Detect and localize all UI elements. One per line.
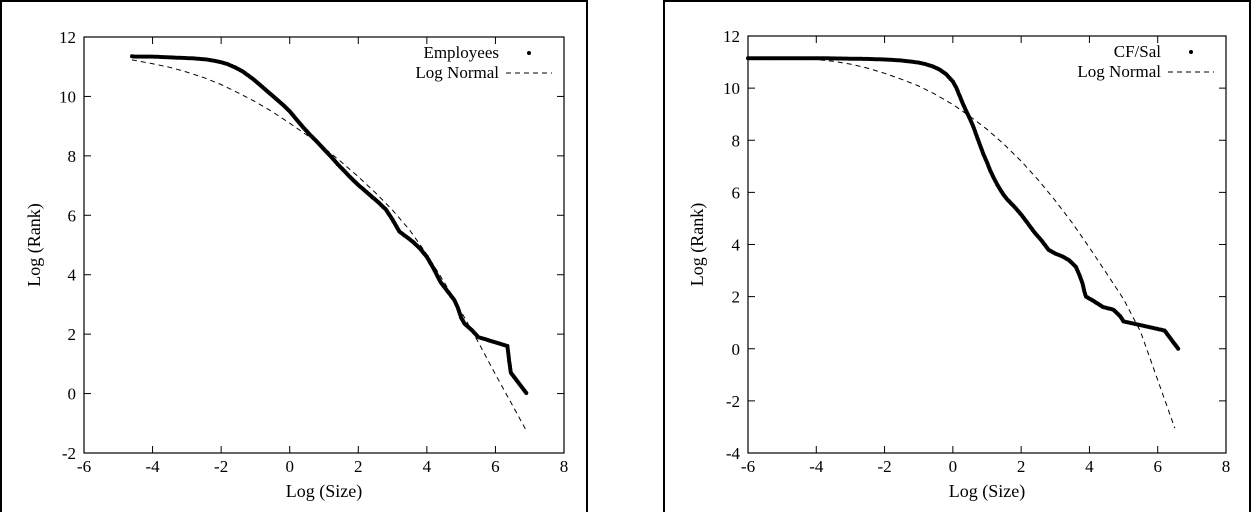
y-tick-label: 10 xyxy=(59,87,76,106)
x-tick-label: 0 xyxy=(949,457,958,476)
data-point xyxy=(1176,346,1181,351)
x-tick-label: 0 xyxy=(285,457,294,476)
y-tick-label: 2 xyxy=(68,325,77,344)
plot-frame xyxy=(747,35,1227,454)
chart-panel-cf-sal: -6 -4 -2 0 2 4 6 8 -4 -2 0 2 4 6 8 10 12 Log (Size) Log (R… xyxy=(663,0,1251,512)
y-tick-label: 12 xyxy=(59,28,76,47)
data-point xyxy=(524,391,529,395)
y-tick-label: 8 xyxy=(732,131,741,150)
x-tick-label: 6 xyxy=(1153,457,1162,476)
x-tick-label: -2 xyxy=(214,457,228,476)
series-line-lognormal xyxy=(131,59,527,431)
y-tick-label: -4 xyxy=(726,444,741,463)
y-tick-label: 2 xyxy=(732,288,741,307)
plot-frame xyxy=(83,36,565,454)
legend-point xyxy=(1189,50,1193,54)
y-tick-label: 4 xyxy=(68,266,77,285)
x-tick-label: -2 xyxy=(877,457,891,476)
y-tick-label: 8 xyxy=(68,147,77,166)
x-tick-label: -4 xyxy=(809,457,824,476)
x-tick-label: 2 xyxy=(354,457,363,476)
legend-label: Log Normal xyxy=(1077,62,1161,81)
legend-point xyxy=(527,51,531,55)
x-tick-label: 2 xyxy=(1017,457,1026,476)
series-line-lognormal xyxy=(747,57,1176,429)
y-tick-label: 12 xyxy=(723,27,740,46)
legend-label: Employees xyxy=(423,43,499,62)
x-tick-label: -6 xyxy=(741,457,755,476)
x-axis-label: Log (Size) xyxy=(949,481,1025,502)
y-tick-label: 4 xyxy=(732,236,741,255)
y-tick-label: 6 xyxy=(68,206,77,225)
chart-panel-employees: -6 -4 -2 0 2 4 6 8 -2 0 2 4 6 8 10 12 Log (Size) Log (Ran… xyxy=(0,0,588,512)
y-tick-label: 6 xyxy=(732,183,741,202)
x-tick-label: 4 xyxy=(1085,457,1094,476)
x-tick-label: -4 xyxy=(145,457,160,476)
x-tick-label: 4 xyxy=(423,457,432,476)
x-tick-label: -6 xyxy=(77,457,91,476)
legend-label: Log Normal xyxy=(415,63,499,82)
y-axis-label: Log (Rank) xyxy=(24,203,45,286)
y-tick-label: 10 xyxy=(723,79,740,98)
y-tick-label: -2 xyxy=(726,392,740,411)
y-axis-label: Log (Rank) xyxy=(687,203,708,286)
legend-label: CF/Sal xyxy=(1114,42,1162,61)
x-axis-label: Log (Size) xyxy=(286,481,362,502)
y-tick-label: 0 xyxy=(68,385,77,404)
x-tick-label: 6 xyxy=(491,457,500,476)
x-tick-label: 8 xyxy=(560,457,569,476)
y-tick-label: 0 xyxy=(732,340,741,359)
chart-employees: -6 -4 -2 0 2 4 6 8 -2 0 2 4 6 8 10 12 Log (Size) Log (Ran… xyxy=(24,28,569,502)
x-tick-label: 8 xyxy=(1222,457,1231,476)
y-tick-label: -2 xyxy=(62,444,76,463)
